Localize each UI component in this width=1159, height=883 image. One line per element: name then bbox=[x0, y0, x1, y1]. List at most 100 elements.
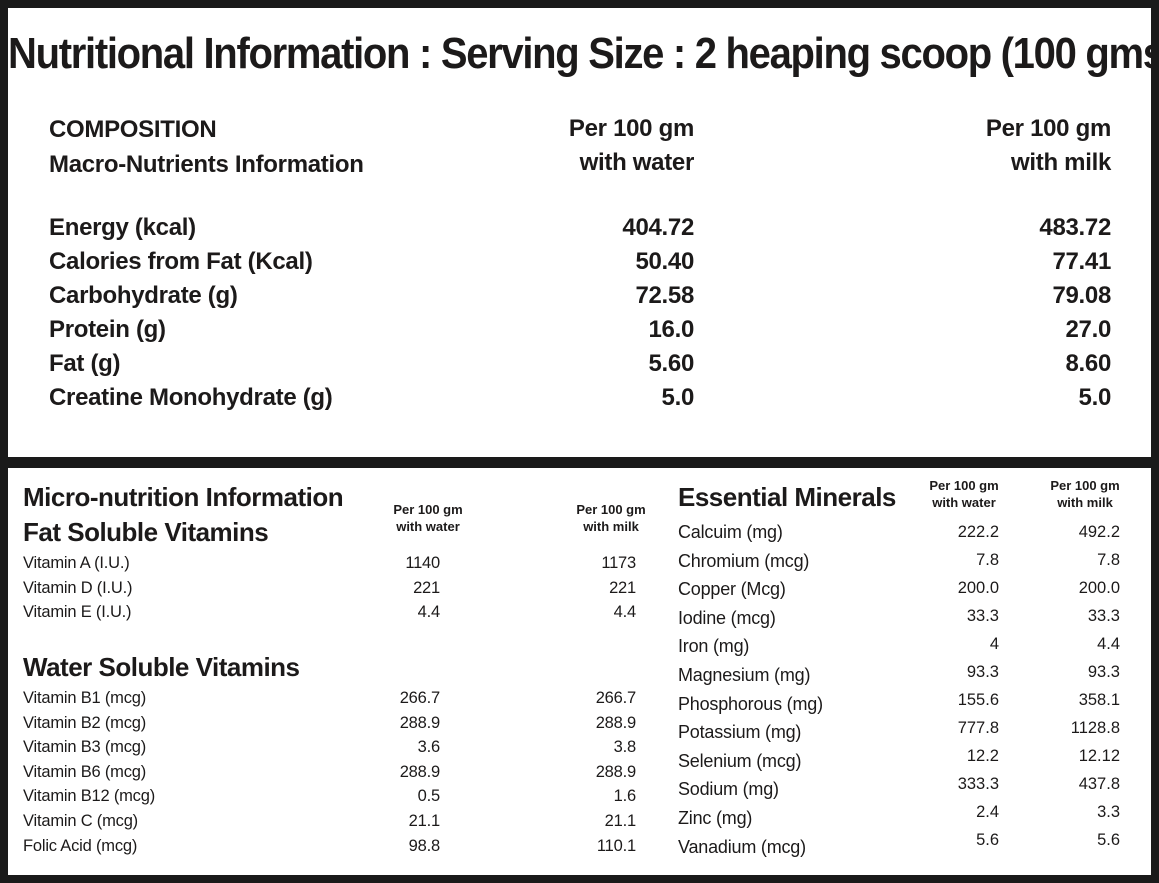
vitamin-name: Folic Acid (mcg) bbox=[23, 836, 138, 855]
value-milk: 7.8 bbox=[1097, 551, 1120, 569]
mineral-water-values: 222.2 7.8 200.0 33.3 4 93.3 155.6 777.8 … bbox=[899, 518, 999, 854]
value-water: 16.0 bbox=[648, 316, 694, 343]
value-water: 98.8 bbox=[408, 836, 441, 855]
value-water: 2.4 bbox=[976, 803, 999, 821]
value-milk: 492.2 bbox=[1078, 523, 1120, 541]
mineral-name: Potassium (mg) bbox=[678, 722, 802, 743]
table-row: Carbohydrate (g) 72.58 79.08 bbox=[49, 279, 1111, 313]
value-milk: 266.7 bbox=[595, 689, 636, 707]
value-milk: 93.3 bbox=[1087, 663, 1120, 681]
table-row: Vitamin B12 (mcg) 0.5 1.6 bbox=[23, 784, 643, 809]
micro-heading: Micro-nutrition Information bbox=[23, 482, 344, 512]
value-milk: 3.8 bbox=[613, 738, 637, 757]
vitamin-name: Vitamin D (I.U.) bbox=[23, 578, 133, 597]
value-water: 1140 bbox=[405, 554, 440, 572]
micro-col-header-water: Per 100 gm with water bbox=[363, 501, 493, 535]
table-row: Vitamin A (I.U.) 1140 1173 bbox=[23, 551, 643, 576]
value-milk: 221 bbox=[609, 578, 636, 597]
value-milk: 77.41 bbox=[1052, 248, 1111, 275]
minerals-col-water-line1: Per 100 gm bbox=[929, 478, 999, 493]
value-water: 21.1 bbox=[408, 811, 441, 830]
value-milk: 79.08 bbox=[1052, 282, 1111, 309]
vitamin-name: Vitamin B2 (mcg) bbox=[23, 713, 147, 732]
macro-table: Energy (kcal) 404.72 483.72 Calories fro… bbox=[49, 211, 1111, 415]
vitamin-name: Vitamin E (I.U.) bbox=[23, 603, 132, 622]
micro-col-water-line2: with water bbox=[396, 519, 460, 534]
table-row: Fat (g) 5.60 8.60 bbox=[49, 347, 1111, 381]
value-milk: 1128.8 bbox=[1070, 719, 1120, 737]
vitamin-name: Vitamin B3 (mcg) bbox=[23, 738, 147, 757]
value-milk: 33.3 bbox=[1087, 607, 1120, 625]
table-row: Calories from Fat (Kcal) 50.40 77.41 bbox=[49, 245, 1111, 279]
nutrient-name: Calories from Fat (Kcal) bbox=[49, 248, 313, 275]
macro-panel: Nutritional Information : Serving Size :… bbox=[8, 8, 1151, 457]
col-header-water-line2: with water bbox=[579, 149, 695, 176]
value-water: 5.0 bbox=[661, 384, 695, 411]
micro-panel: Micro-nutrition Information Fat Soluble … bbox=[8, 468, 1151, 875]
value-water: 3.6 bbox=[417, 738, 441, 757]
vitamin-name: Vitamin B12 (mcg) bbox=[23, 787, 156, 806]
nutrient-name: Creatine Monohydrate (g) bbox=[49, 384, 333, 411]
table-row: Vitamin B1 (mcg) 266.7 266.7 bbox=[23, 686, 643, 711]
value-water: 33.3 bbox=[966, 607, 999, 625]
value-milk: 437.8 bbox=[1078, 775, 1120, 793]
nutrient-name: Carbohydrate (g) bbox=[49, 282, 238, 309]
mineral-name: Copper (Mcg) bbox=[678, 579, 786, 600]
nutrient-name: Energy (kcal) bbox=[49, 214, 196, 241]
value-water: 72.58 bbox=[635, 282, 694, 309]
value-milk: 8.60 bbox=[1065, 350, 1111, 377]
mineral-name: Magnesium (mg) bbox=[678, 664, 811, 685]
minerals-col-milk-line2: with milk bbox=[1057, 495, 1113, 510]
value-water: 288.9 bbox=[399, 762, 440, 781]
minerals-col-header-water: Per 100 gm with water bbox=[899, 477, 1029, 511]
vitamin-name: Vitamin C (mcg) bbox=[23, 811, 138, 830]
table-row: Vitamin D (I.U.) 221 221 bbox=[23, 576, 643, 601]
value-milk: 4.4 bbox=[1097, 635, 1120, 653]
value-milk: 483.72 bbox=[1039, 214, 1111, 241]
value-water: 221 bbox=[413, 578, 440, 597]
value-water: 5.6 bbox=[976, 831, 999, 849]
value-milk: 21.1 bbox=[604, 811, 637, 830]
value-water: 222.2 bbox=[957, 523, 999, 541]
mineral-name: Iron (mg) bbox=[678, 636, 750, 657]
mineral-name: Selenium (mcg) bbox=[678, 750, 802, 771]
water-vitamins-table: Vitamin B1 (mcg) 266.7 266.7 Vitamin B2 … bbox=[23, 686, 643, 858]
table-row: Creatine Monohydrate (g) 5.0 5.0 bbox=[49, 381, 1111, 415]
value-milk: 1.6 bbox=[613, 787, 637, 806]
nutrient-name: Fat (g) bbox=[49, 350, 121, 377]
value-milk: 5.0 bbox=[1078, 384, 1112, 411]
value-milk: 200.0 bbox=[1078, 579, 1120, 597]
value-milk: 5.6 bbox=[1097, 831, 1120, 849]
table-row: Vitamin C (mcg) 21.1 21.1 bbox=[23, 809, 643, 834]
value-milk: 27.0 bbox=[1065, 316, 1111, 343]
col-header-milk-line2: with milk bbox=[1011, 149, 1111, 176]
minerals-col-header-milk: Per 100 gm with milk bbox=[1020, 477, 1150, 511]
micro-col-header-milk: Per 100 gm with milk bbox=[546, 501, 676, 535]
value-water: 12.2 bbox=[966, 747, 999, 765]
mineral-name: Sodium (mg) bbox=[678, 779, 779, 800]
value-water: 155.6 bbox=[957, 691, 999, 709]
value-water: 7.8 bbox=[976, 551, 999, 569]
value-water: 4 bbox=[989, 635, 999, 653]
mineral-names: Calcuim (mg) Chromium (mcg) Copper (Mcg)… bbox=[678, 518, 823, 861]
minerals-col-water-line2: with water bbox=[932, 495, 996, 510]
value-milk: 110.1 bbox=[596, 836, 636, 855]
value-milk: 288.9 bbox=[595, 762, 636, 781]
fat-soluble-heading: Fat Soluble Vitamins bbox=[23, 517, 269, 547]
value-water: 404.72 bbox=[622, 214, 694, 241]
table-row: Vitamin E (I.U.) 4.4 4.4 bbox=[23, 600, 643, 625]
water-soluble-heading: Water Soluble Vitamins bbox=[23, 652, 300, 682]
micro-col-milk-line2: with milk bbox=[583, 519, 639, 534]
composition-heading: COMPOSITION bbox=[49, 116, 217, 143]
vitamin-name: Vitamin B1 (mcg) bbox=[23, 689, 147, 707]
table-row: Protein (g) 16.0 27.0 bbox=[49, 313, 1111, 347]
value-milk: 288.9 bbox=[595, 713, 636, 732]
value-water: 93.3 bbox=[966, 663, 999, 681]
mineral-milk-values: 492.2 7.8 200.0 33.3 4.4 93.3 358.1 1128… bbox=[1020, 518, 1120, 854]
page-title: Nutritional Information : Serving Size :… bbox=[8, 30, 1151, 78]
table-row: Folic Acid (mcg) 98.8 110.1 bbox=[23, 834, 643, 859]
mineral-name: Zinc (mg) bbox=[678, 807, 753, 828]
micro-col-milk-line1: Per 100 gm bbox=[576, 502, 646, 517]
vitamin-name: Vitamin B6 (mcg) bbox=[23, 762, 147, 781]
mineral-name: Calcuim (mg) bbox=[678, 522, 783, 542]
